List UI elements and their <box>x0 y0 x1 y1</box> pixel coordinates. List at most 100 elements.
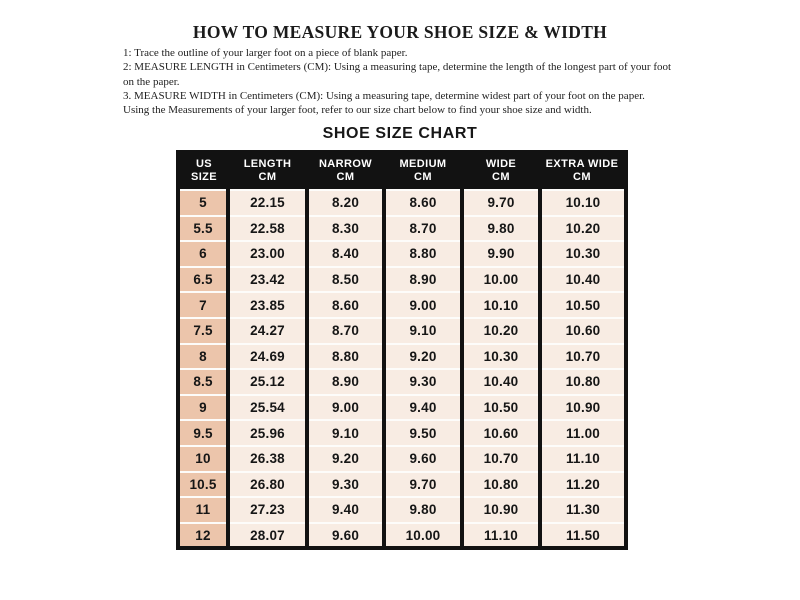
measurement-cell: 10.10 <box>460 291 540 318</box>
measurement-cell: 10.50 <box>460 393 540 421</box>
measurement-cell: 9.40 <box>305 496 384 523</box>
measurement-cell: 28.07 <box>226 521 307 549</box>
measurement-cell: 26.38 <box>226 444 307 472</box>
measurement-cell: 8.90 <box>305 368 384 395</box>
measurement-cell: 9.00 <box>305 393 384 421</box>
us-size-cell: 9.5 <box>178 419 228 446</box>
us-size-cell: 9 <box>178 393 228 421</box>
us-size-cell: 7 <box>178 291 228 318</box>
instruction-line-3: 3. MEASURE WIDTH in Centimeters (CM): Us… <box>123 89 645 102</box>
measurement-cell: 8.80 <box>305 342 384 370</box>
measurement-cell: 9.20 <box>382 342 462 370</box>
measurement-cell: 8.70 <box>305 316 384 344</box>
table-row: 10.5 26.80 9.30 9.70 10.80 11.20 <box>178 470 626 498</box>
table-row: 12 28.07 9.60 10.00 11.10 11.50 <box>178 521 626 549</box>
column-header-0: US SIZE <box>178 152 228 190</box>
table-row: 5 22.15 8.20 8.60 9.70 10.10 <box>178 189 626 216</box>
us-size-cell: 6 <box>178 240 228 267</box>
measurement-cell: 25.96 <box>226 419 307 446</box>
measurement-cell: 25.54 <box>226 393 307 421</box>
measurement-cell: 23.85 <box>226 291 307 318</box>
measurement-cell: 9.60 <box>305 521 384 549</box>
measurement-cell: 9.30 <box>305 470 384 498</box>
measurement-cell: 10.50 <box>538 291 626 318</box>
measurement-cell: 11.00 <box>538 419 626 446</box>
measurement-cell: 11.20 <box>538 470 626 498</box>
table-row: 6.5 23.42 8.50 8.90 10.00 10.40 <box>178 265 626 293</box>
measurement-cell: 9.90 <box>460 240 540 267</box>
measurement-cell: 22.15 <box>226 189 307 216</box>
measurement-cell: 10.60 <box>460 419 540 446</box>
us-size-cell: 12 <box>178 521 228 549</box>
measurement-cell: 10.00 <box>460 265 540 293</box>
instruction-line-2-cont: on the paper. <box>123 75 180 88</box>
measurement-cell: 22.58 <box>226 214 307 242</box>
table-row: 5.5 22.58 8.30 8.70 9.80 10.20 <box>178 214 626 242</box>
size-chart-header: US SIZE LENGTH CM NARROW CM MEDIUM CM WIDE CM EXTR… <box>178 152 626 190</box>
table-row: 9 25.54 9.00 9.40 10.50 10.90 <box>178 393 626 421</box>
us-size-cell: 7.5 <box>178 316 228 344</box>
size-chart-table: US SIZE LENGTH CM NARROW CM MEDIUM CM WIDE CM EXTR… <box>176 150 628 551</box>
measurement-cell: 10.30 <box>460 342 540 370</box>
measurement-cell: 8.90 <box>382 265 462 293</box>
size-chart-container: US SIZE LENGTH CM NARROW CM MEDIUM CM WIDE CM EXTR… <box>176 150 628 551</box>
measurement-cell: 26.80 <box>226 470 307 498</box>
measurement-cell: 23.00 <box>226 240 307 267</box>
us-size-cell: 6.5 <box>178 265 228 293</box>
measurement-cell: 10.90 <box>460 496 540 523</box>
measurement-cell: 10.80 <box>460 470 540 498</box>
measurement-cell: 8.80 <box>382 240 462 267</box>
column-header-4: WIDE CM <box>462 152 540 190</box>
measurement-cell: 10.40 <box>460 368 540 395</box>
measurement-cell: 10.30 <box>538 240 626 267</box>
us-size-cell: 5.5 <box>178 214 228 242</box>
measurement-cell: 10.00 <box>382 521 462 549</box>
measurement-cell: 9.10 <box>305 419 384 446</box>
measurement-cell: 10.10 <box>538 189 626 216</box>
measurement-cell: 10.20 <box>460 316 540 344</box>
measurement-cell: 9.40 <box>382 393 462 421</box>
measurement-cell: 11.10 <box>538 444 626 472</box>
table-row: 8.5 25.12 8.90 9.30 10.40 10.80 <box>178 368 626 395</box>
instruction-line-1: 1: Trace the outline of your larger foot… <box>123 47 408 59</box>
measurement-cell: 10.20 <box>538 214 626 242</box>
us-size-cell: 10 <box>178 444 228 472</box>
table-row: 6 23.00 8.40 8.80 9.90 10.30 <box>178 240 626 267</box>
measurement-cell: 8.40 <box>305 240 384 267</box>
instruction-line-2: 2: MEASURE LENGTH in Centimeters (CM): U… <box>123 61 672 74</box>
measurement-cell: 8.20 <box>305 189 384 216</box>
measurement-cell: 9.30 <box>382 368 462 395</box>
measurement-cell: 9.50 <box>382 419 462 446</box>
measurement-cell: 9.70 <box>460 189 540 216</box>
measurement-cell: 27.23 <box>226 496 307 523</box>
measurement-cell: 11.10 <box>460 521 540 549</box>
measurement-cell: 10.70 <box>460 444 540 472</box>
table-row: 11 27.23 9.40 9.80 10.90 11.30 <box>178 496 626 523</box>
measurement-cell: 8.60 <box>305 291 384 318</box>
measurement-cell: 24.69 <box>226 342 307 370</box>
measurement-cell: 10.80 <box>538 368 626 395</box>
column-header-1: LENGTH CM <box>228 152 307 190</box>
chart-title: SHOE SIZE CHART <box>322 125 478 142</box>
us-size-cell: 8.5 <box>178 368 228 395</box>
table-row: 8 24.69 8.80 9.20 10.30 10.70 <box>178 342 626 370</box>
measurement-cell: 8.50 <box>305 265 384 293</box>
measurement-cell: 10.40 <box>538 265 626 293</box>
us-size-cell: 8 <box>178 342 228 370</box>
measurement-cell: 23.42 <box>226 265 307 293</box>
instruction-line-4: Using the Measurements of your larger fo… <box>123 104 592 117</box>
measurement-cell: 10.70 <box>538 342 626 370</box>
measurement-cell: 11.50 <box>538 521 626 549</box>
measurement-cell: 8.60 <box>382 189 462 216</box>
measurement-cell: 10.90 <box>538 393 626 421</box>
column-header-3: MEDIUM CM <box>384 152 462 190</box>
table-row: 9.5 25.96 9.10 9.50 10.60 11.00 <box>178 419 626 446</box>
measurement-cell: 9.80 <box>460 214 540 242</box>
table-row: 7.5 24.27 8.70 9.10 10.20 10.60 <box>178 316 626 344</box>
measurement-cell: 25.12 <box>226 368 307 395</box>
measurement-cell: 8.70 <box>382 214 462 242</box>
measurement-cell: 9.70 <box>382 470 462 498</box>
header-row: US SIZE LENGTH CM NARROW CM MEDIUM CM WIDE CM EXTR… <box>178 152 626 190</box>
us-size-cell: 10.5 <box>178 470 228 498</box>
us-size-cell: 11 <box>178 496 228 523</box>
